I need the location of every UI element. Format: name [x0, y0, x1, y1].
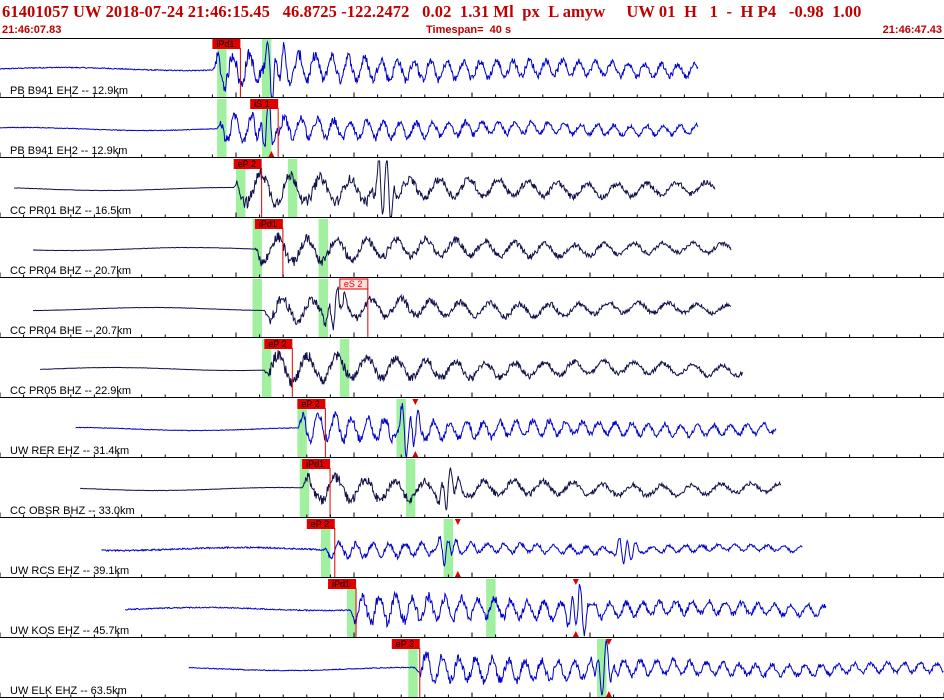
- waveform-trace: [188, 640, 944, 696]
- pick-label: iPd1: [306, 459, 324, 469]
- trace-row[interactable]: eS 2 CC PR04 BHE -- 20.7km: [0, 278, 944, 338]
- amp-marker-bottom: [454, 571, 461, 577]
- phase-window: [261, 339, 272, 398]
- waveform-trace: [32, 286, 732, 331]
- pick-flag[interactable]: [233, 159, 262, 169]
- waveform-trace: [101, 535, 803, 567]
- header: 61401057 UW 2018-07-24 21:46:15.45 46.87…: [0, 0, 944, 38]
- pick-flag[interactable]: [297, 399, 326, 409]
- trace-row[interactable]: iPd1 CC OBSR BHZ -- 33.0km: [0, 459, 944, 518]
- trace-row[interactable]: eP 2 UW RCS EHZ -- 39.1km: [0, 519, 944, 578]
- waveform-trace: [0, 100, 699, 147]
- amp-marker-top: [605, 639, 612, 645]
- trace-row[interactable]: iPd1 UW KOS EHZ -- 45.7km: [0, 579, 944, 638]
- station-label: CC PR04 BHE -- 20.7km: [10, 325, 132, 337]
- phase-window: [261, 99, 272, 158]
- phase-window: [236, 159, 246, 218]
- trace-row[interactable]: eP 2 UW RER EHZ -- 31.4km: [0, 399, 944, 459]
- pick-label: eP 2: [268, 339, 286, 349]
- event-summary: 61401057 UW 2018-07-24 21:46:15.45 46.87…: [2, 2, 862, 21]
- station-label: PB B941 EHZ -- 12.9km: [10, 85, 128, 97]
- phase-window: [287, 159, 298, 218]
- phase-window: [261, 39, 272, 98]
- amp-marker-top: [572, 579, 579, 585]
- amp-marker-top: [412, 399, 419, 405]
- pick-label: eP 2: [238, 159, 256, 169]
- station-label: UW KOS EHZ -- 45.7km: [10, 625, 129, 637]
- station-label: UW ELK EHZ -- 63.5km: [10, 685, 127, 697]
- pick-flag[interactable]: [250, 99, 279, 109]
- phase-window: [252, 219, 262, 278]
- waveform-trace: [0, 40, 699, 98]
- pick-flag[interactable]: [328, 579, 357, 589]
- trace-row[interactable]: iPd1 CC PR04 BHZ -- 20.7km: [0, 219, 944, 278]
- amp-marker-bottom: [268, 151, 275, 157]
- phase-window: [597, 639, 607, 698]
- phase-window: [405, 459, 416, 518]
- trace-row[interactable]: eP 2 UW ELK EHZ -- 63.5km: [0, 639, 944, 698]
- phase-window: [299, 459, 310, 518]
- station-label: UW RCS EHZ -- 39.1km: [10, 565, 129, 577]
- phase-window: [396, 399, 406, 458]
- waveform-trace: [14, 160, 716, 219]
- pick-label: iPd1: [216, 39, 234, 49]
- trace-row[interactable]: eP 2 CC PR01 BHZ -- 16.5km: [0, 159, 944, 219]
- amp-marker-top: [454, 519, 461, 525]
- station-label: PB B941 EH2 -- 12.9km: [10, 145, 127, 157]
- station-label: UW RER EHZ -- 31.4km: [10, 445, 129, 457]
- pick-flag[interactable]: [264, 339, 293, 349]
- amp-marker-bottom: [572, 631, 579, 637]
- end-time: 21:46:47.43: [882, 24, 942, 36]
- phase-window: [443, 519, 454, 578]
- trace-row[interactable]: iS 1 PB B941 EH2 -- 12.9km: [0, 99, 944, 158]
- station-label: CC PR01 BHZ -- 16.5km: [10, 205, 131, 217]
- pick-flag[interactable]: [391, 639, 420, 649]
- waveform-trace: [40, 350, 744, 388]
- phase-window: [318, 279, 329, 338]
- phase-window: [297, 399, 307, 458]
- amp-marker-bottom: [412, 451, 419, 457]
- station-label: CC PR04 BHZ -- 20.7km: [10, 265, 131, 277]
- phase-window: [252, 279, 262, 338]
- pick-flag[interactable]: [212, 39, 241, 49]
- phase-window: [217, 39, 227, 98]
- pick-label: iPd1: [332, 579, 350, 589]
- pick-label: eP 2: [301, 399, 319, 409]
- trace-row[interactable]: eP 2 CC PR05 BHZ -- 22.9km: [0, 339, 944, 398]
- pick-label: eP 2: [311, 519, 329, 529]
- pick-label: iPd1: [259, 219, 277, 229]
- phase-window: [346, 579, 357, 638]
- pick-flag[interactable]: [339, 278, 369, 290]
- trace-row[interactable]: iPd1 PB B941 EHZ -- 12.9km: [0, 39, 944, 98]
- pick-flag[interactable]: [302, 459, 331, 469]
- start-time: 21:46:07.83: [2, 24, 62, 36]
- station-label: CC OBSR BHZ -- 33.0km: [10, 505, 135, 517]
- waveform-trace: [33, 232, 732, 267]
- waveform-trace: [125, 584, 827, 637]
- pick-flag[interactable]: [306, 519, 335, 529]
- timespan: Timespan= 40 s: [426, 24, 512, 36]
- pick-flag[interactable]: [254, 219, 283, 229]
- phase-window: [318, 219, 329, 278]
- pick-label: eP 2: [396, 639, 414, 649]
- pick-label: eS 2: [344, 279, 363, 289]
- waveform-trace: [80, 467, 782, 511]
- seismogram-panel[interactable]: iPd1 PB B941 EHZ -- 12.9km iS 1 PB B941 EH2…: [0, 38, 944, 700]
- amp-marker-top: [268, 99, 275, 105]
- amp-marker-bottom: [605, 691, 612, 697]
- station-label: CC PR05 BHZ -- 22.9km: [10, 385, 131, 397]
- phase-window: [408, 639, 418, 698]
- waveform-trace: [75, 402, 777, 459]
- pick-label: iS 1: [254, 99, 270, 109]
